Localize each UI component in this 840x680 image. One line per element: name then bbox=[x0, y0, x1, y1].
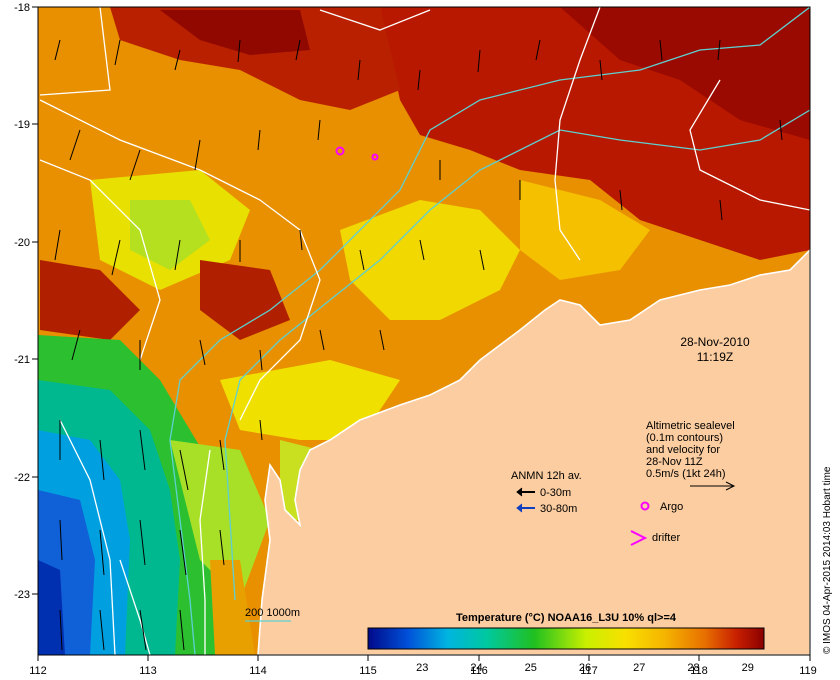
colorbar-tick: 28 bbox=[687, 662, 699, 674]
lon-tick: 116 bbox=[470, 665, 488, 677]
colorbar-tick: 29 bbox=[742, 662, 754, 674]
argo-legend-icon bbox=[640, 501, 650, 511]
lat-tick: -23 bbox=[14, 589, 30, 601]
svg-text:28-Nov 11Z: 28-Nov 11Z bbox=[646, 456, 703, 468]
lon-tick: 117 bbox=[580, 665, 598, 677]
lon-tick: 118 bbox=[690, 665, 708, 677]
svg-text:Argo: Argo bbox=[660, 501, 683, 513]
svg-text:30-80m: 30-80m bbox=[540, 503, 577, 515]
colorbar-tick: 25 bbox=[525, 662, 537, 674]
svg-text:200 1000m: 200 1000m bbox=[245, 607, 300, 619]
lon-axis: 112 113 114 115 116 117 118 119 bbox=[29, 655, 817, 677]
isobath-contours bbox=[169, 7, 810, 655]
altimetry-legend: Altimetric sealevel (0.1m contours) and … bbox=[646, 420, 736, 491]
drifter-legend-icon bbox=[630, 530, 648, 546]
lon-tick: 112 bbox=[29, 665, 47, 677]
colorbar-tick: 26 bbox=[579, 662, 591, 674]
colorbar-title: Temperature (°C) NOAA16_L3U 10% ql>=4 bbox=[456, 612, 677, 624]
land-mass bbox=[257, 248, 810, 655]
map-time: 11:19Z bbox=[697, 350, 733, 364]
anmn-legend: ANMN 12h av. 0-30m 30-80m bbox=[511, 470, 582, 515]
lat-tick: -21 bbox=[14, 354, 30, 366]
svg-text:and velocity for: and velocity for bbox=[646, 444, 720, 456]
lon-tick: 115 bbox=[359, 665, 377, 677]
lon-tick: 119 bbox=[799, 665, 817, 677]
plot-frame bbox=[37, 6, 811, 656]
isobath-legend: 200 1000m bbox=[245, 607, 300, 622]
svg-text:0-30m: 0-30m bbox=[540, 487, 571, 499]
svg-text:(0.1m contours): (0.1m contours) bbox=[646, 432, 723, 444]
lat-axis: -18 -19 -20 -21 -22 -23 bbox=[14, 2, 38, 601]
svg-text:drifter: drifter bbox=[652, 532, 680, 544]
lat-tick: -19 bbox=[14, 119, 30, 131]
lat-tick: -20 bbox=[14, 237, 30, 249]
colorbar-tick: 23 bbox=[416, 662, 428, 674]
map-date: 28-Nov-2010 bbox=[680, 335, 750, 349]
velocity-arrows bbox=[54, 39, 783, 651]
svg-text:0.5m/s (1kt 24h): 0.5m/s (1kt 24h) bbox=[646, 468, 725, 480]
svg-text:Altimetric sealevel: Altimetric sealevel bbox=[646, 420, 735, 432]
lon-tick: 113 bbox=[139, 665, 157, 677]
lat-tick: -18 bbox=[14, 2, 30, 14]
marker-legend: Argo drifter bbox=[630, 501, 683, 546]
colorbar: Temperature (°C) NOAA16_L3U 10% ql>=4 23… bbox=[367, 612, 765, 674]
colorbar-tick: 27 bbox=[633, 662, 645, 674]
argo-markers bbox=[335, 146, 379, 161]
svg-text:ANMN 12h av.: ANMN 12h av. bbox=[511, 470, 582, 482]
credit-text: © IMOS 04-Apr-2015 2014:03 Hobart time bbox=[822, 466, 833, 654]
lon-tick: 114 bbox=[249, 665, 267, 677]
colorbar-tick: 24 bbox=[470, 662, 482, 674]
lat-tick: -22 bbox=[14, 472, 30, 484]
